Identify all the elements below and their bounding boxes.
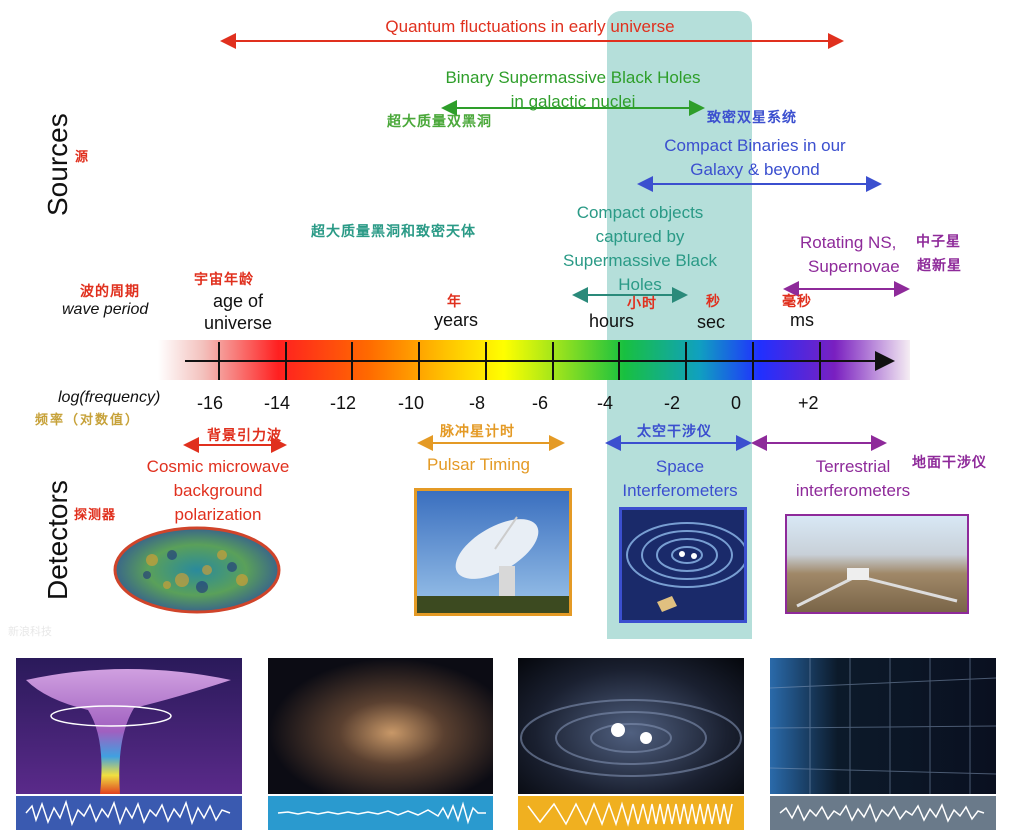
frequency-axis-ticks xyxy=(218,342,821,380)
period-ms-label: ms xyxy=(790,310,814,330)
log-frequency-cn-label: 频率（对数值） xyxy=(35,412,141,427)
cmb-label: Cosmic microwave background polarization xyxy=(146,457,290,524)
period-age-label: age of universe xyxy=(192,290,284,334)
tick-label: 0 xyxy=(731,393,742,413)
period-sec-label: sec xyxy=(697,312,726,332)
period-age-line2: universe xyxy=(203,313,273,333)
funnel-icon xyxy=(26,669,231,794)
tick-label: -6 xyxy=(532,393,549,413)
period-hours-cn: 小时 xyxy=(627,295,657,311)
waveform-strip xyxy=(770,796,996,830)
waveform-strip xyxy=(16,796,242,830)
period-years-label: years xyxy=(434,310,479,330)
rotating-ns-label: Rotating NS, xyxy=(800,233,897,252)
watermark: 新浪科技 xyxy=(8,626,52,638)
binary-stars-panel-image xyxy=(518,658,744,794)
cmb-cn-label: 背景引力波 xyxy=(207,427,282,443)
observatory-arms-icon xyxy=(796,568,958,608)
captured-objects-label: Compact objects captured by Supermassive… xyxy=(562,203,717,294)
period-ms-cn: 毫秒 xyxy=(782,293,812,309)
radio-dish-icon xyxy=(417,516,569,613)
space-interferometers-label: Space Interferometers xyxy=(622,457,738,500)
tick-label: -14 xyxy=(264,393,291,413)
spiral-waves-icon xyxy=(626,522,744,612)
tick-label: -2 xyxy=(664,393,681,413)
waveform-strip xyxy=(268,796,493,830)
rotating-ns-cn-label: 中子星 xyxy=(916,233,961,249)
tick-label: -4 xyxy=(597,393,614,413)
galaxy-merger-panel-image xyxy=(268,658,493,794)
universe-expansion-panel-image xyxy=(770,658,996,794)
waveform-strip xyxy=(518,796,744,830)
period-years-cn: 年 xyxy=(447,293,462,309)
period-age-cn: 宇宙年龄 xyxy=(194,271,254,287)
tick-label: -10 xyxy=(398,393,425,413)
supernovae-label: Supernovae xyxy=(808,257,900,276)
tick-label: -8 xyxy=(469,393,486,413)
wave-period-cn-label: 波的周期 xyxy=(80,283,140,299)
tick-label: -16 xyxy=(197,393,224,413)
expansion-grid-icon xyxy=(770,658,996,794)
inflation-panel-image xyxy=(16,658,242,794)
period-age-line1: age of xyxy=(212,291,264,311)
sources-cn-label: 源 xyxy=(75,149,90,164)
binary-smbh-label: Binary Supermassive Black Holes in galac… xyxy=(445,68,701,111)
tick-label: +2 xyxy=(798,393,819,413)
radio-telescope-image xyxy=(414,488,572,616)
space-interferometer-image xyxy=(619,507,747,623)
terrestrial-observatory-image xyxy=(785,514,969,614)
binary-ripples-icon xyxy=(520,699,742,777)
period-hours-label: hours xyxy=(589,311,635,331)
pulsar-label: Pulsar Timing xyxy=(427,455,530,474)
log-frequency-label: log(frequency) xyxy=(58,389,161,406)
binary-smbh-cn-label: 超大质量双黑洞 xyxy=(387,113,492,129)
wave-period-label: wave period xyxy=(62,301,149,318)
period-sec-cn: 秒 xyxy=(706,293,721,309)
compact-binaries-cn-label: 致密双星系统 xyxy=(707,109,797,125)
tick-label: -12 xyxy=(330,393,357,413)
pulsar-cn-label: 脉冲星计时 xyxy=(440,423,515,439)
space-cn-label: 太空干涉仪 xyxy=(637,423,712,439)
detectors-cn-label: 探测器 xyxy=(74,507,117,522)
quantum-fluctuations-label: Quantum fluctuations in early universe xyxy=(385,17,675,36)
terrestrial-label: Terrestrial interferometers xyxy=(795,457,911,500)
terrestrial-cn-label: 地面干涉仪 xyxy=(912,454,987,470)
supernovae-cn-label: 超新星 xyxy=(917,257,962,273)
compact-binaries-label: Compact Binaries in our Galaxy & beyond xyxy=(664,136,846,179)
cmb-map-image xyxy=(113,526,281,614)
captured-objects-cn-label: 超大质量黑洞和致密天体 xyxy=(311,223,476,239)
